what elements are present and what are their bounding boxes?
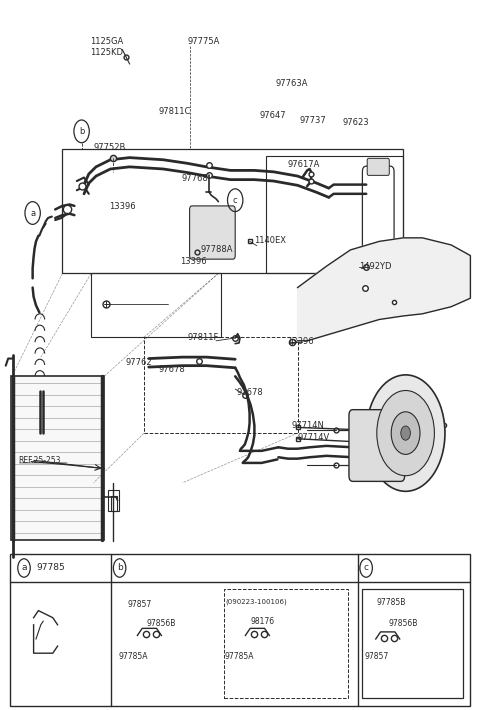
FancyBboxPatch shape: [11, 376, 104, 540]
FancyBboxPatch shape: [349, 410, 405, 481]
Text: a: a: [30, 209, 35, 217]
Text: 97701: 97701: [385, 417, 411, 425]
Text: 13396: 13396: [109, 202, 136, 211]
Text: 97763A: 97763A: [276, 79, 309, 87]
Text: REF.25-253: REF.25-253: [18, 456, 61, 464]
Text: c: c: [364, 564, 369, 572]
Circle shape: [401, 426, 410, 440]
Text: 97775A: 97775A: [187, 38, 219, 46]
Text: 1125KD: 1125KD: [90, 48, 123, 57]
FancyBboxPatch shape: [367, 158, 389, 175]
Text: 97768: 97768: [181, 175, 208, 183]
Text: 97785B: 97785B: [377, 598, 406, 606]
Text: 97714N: 97714N: [292, 422, 324, 430]
Text: 97752B: 97752B: [94, 143, 126, 152]
Text: 97678: 97678: [236, 388, 263, 397]
Text: 97785A: 97785A: [118, 652, 148, 661]
Text: 97647: 97647: [259, 111, 286, 119]
Text: 97788A: 97788A: [201, 246, 233, 254]
Text: 97762: 97762: [126, 358, 152, 366]
Text: 13396: 13396: [287, 337, 313, 346]
Text: (090223-100106): (090223-100106): [226, 599, 288, 606]
Text: a: a: [21, 564, 27, 572]
Text: 97737: 97737: [300, 116, 327, 125]
Text: 97785: 97785: [36, 564, 65, 572]
Text: 1140EX: 1140EX: [254, 236, 287, 245]
Text: 97856B: 97856B: [389, 619, 418, 628]
Text: 1492YD: 1492YD: [359, 263, 392, 271]
Text: c: c: [233, 196, 238, 204]
Circle shape: [391, 412, 420, 454]
Text: 97617A: 97617A: [287, 160, 319, 169]
Polygon shape: [298, 238, 470, 341]
Text: 97714V: 97714V: [298, 433, 330, 442]
Text: 97678: 97678: [158, 366, 185, 374]
Text: 97811F: 97811F: [187, 333, 218, 342]
Text: 97623: 97623: [343, 119, 369, 127]
Text: 98176: 98176: [250, 617, 274, 626]
Text: 13396: 13396: [180, 257, 206, 266]
Text: b: b: [117, 564, 122, 572]
FancyBboxPatch shape: [190, 206, 235, 259]
Text: 97857: 97857: [365, 652, 389, 661]
Text: 97811C: 97811C: [158, 107, 191, 116]
Text: 1125GA: 1125GA: [90, 38, 123, 46]
Text: 97856B: 97856B: [147, 619, 176, 628]
Text: 97857: 97857: [128, 601, 152, 609]
Text: b: b: [79, 127, 84, 136]
Circle shape: [366, 375, 445, 491]
Circle shape: [377, 391, 434, 476]
Text: 97785A: 97785A: [225, 652, 254, 661]
